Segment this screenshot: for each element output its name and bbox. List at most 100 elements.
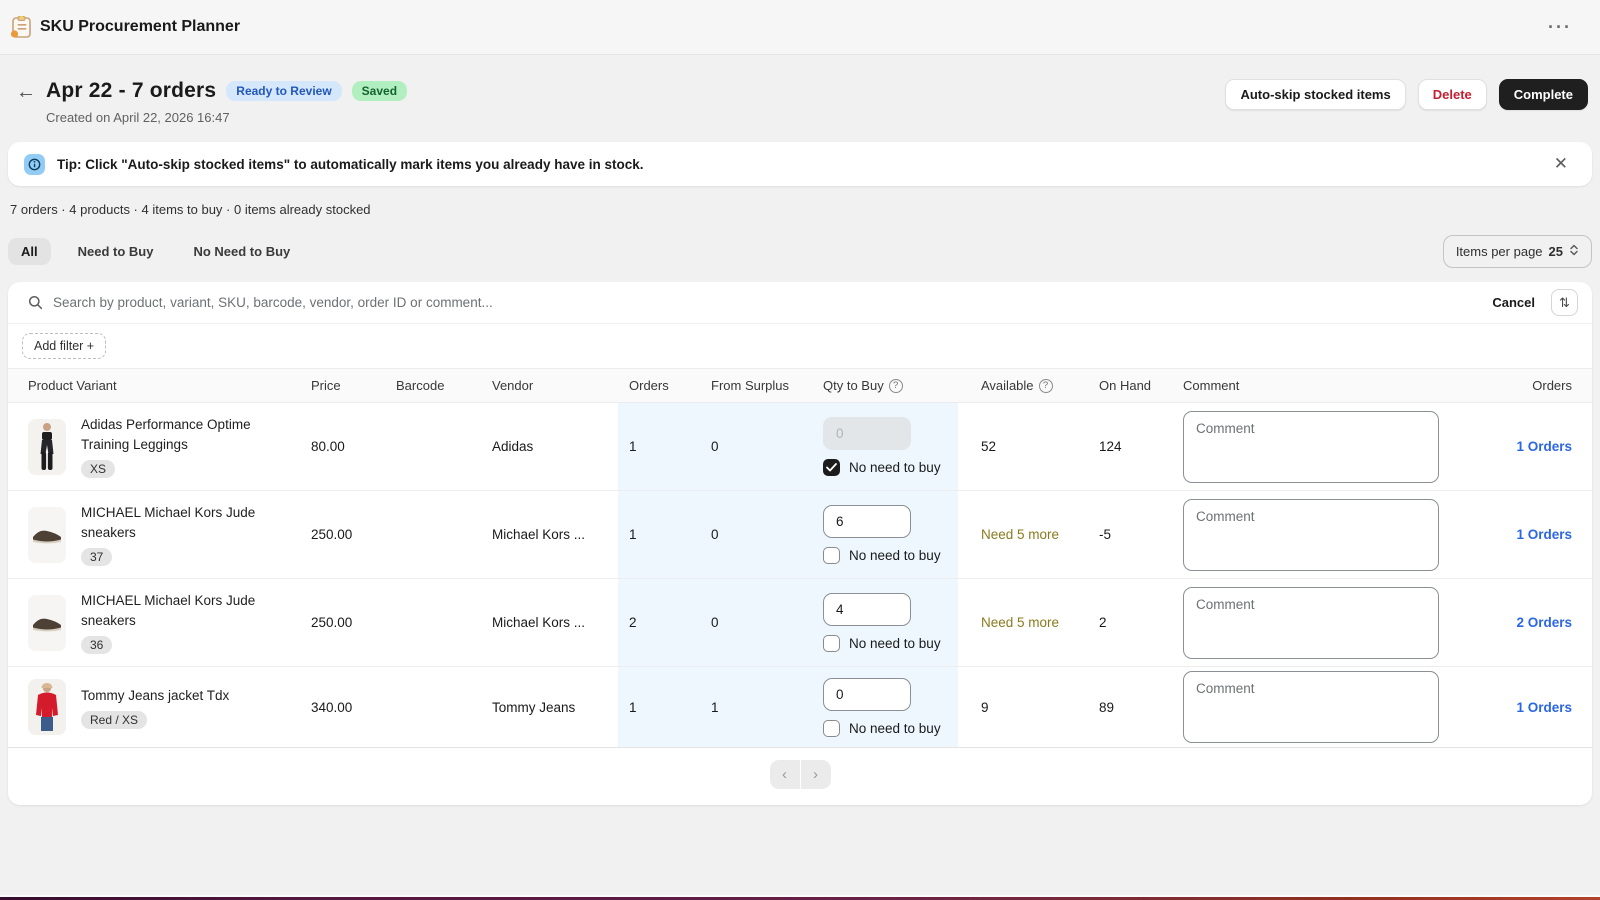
created-on-subtitle: Created on April 22, 2026 16:47 [46,110,230,125]
sort-button[interactable]: ⇅ [1551,289,1578,316]
from-surplus-cell: 0 [698,491,816,579]
pagination: ‹ › [8,748,1592,805]
no-need-to-buy-checkbox[interactable] [823,635,840,653]
available-cell: 9 [981,699,989,715]
tab-need-to-buy[interactable]: Need to Buy [77,244,154,259]
orders-link[interactable]: 1 Orders [1516,439,1572,455]
close-icon[interactable]: ✕ [1553,154,1568,173]
product-image-sneaker [28,594,66,651]
comment-input[interactable] [1183,498,1439,571]
search-input[interactable] [53,295,1485,310]
barcode-cell [396,579,492,666]
help-icon[interactable]: ? [888,378,903,393]
no-need-to-buy-checkbox[interactable] [823,719,840,737]
column-barcode: Barcode [396,378,445,393]
column-product-variant: Product Variant [28,378,117,393]
product-image-leggings [28,418,66,475]
qty-to-buy-input[interactable] [823,593,911,627]
items-per-page-label: Items per page [1455,244,1543,259]
from-surplus-cell: 0 [698,579,816,667]
vendor-cell: Adidas [492,439,534,455]
orders-cell: 1 [618,491,698,579]
status-badge: Ready to Review [226,81,342,101]
column-on-hand: On Hand [1099,378,1152,393]
from-surplus-cell: 0 [698,403,816,491]
on-hand-cell: -5 [1099,527,1112,543]
comment-input[interactable] [1183,586,1439,659]
qty-to-buy-input[interactable] [823,417,911,451]
next-page-button[interactable]: › [800,760,831,790]
no-need-to-buy-label: No need to buy [849,720,941,736]
help-icon[interactable]: ? [1038,378,1053,393]
page-body: ← Apr 22 - 7 orders Ready to Review Save… [0,79,1600,806]
orders-cell: 1 [618,403,698,491]
barcode-cell [396,403,492,490]
chevron-left-icon: ‹ [782,766,787,784]
items-per-page-select[interactable]: Items per page 25 [1442,235,1592,268]
product-title[interactable]: Tommy Jeans jacket Tdx [81,687,230,703]
price-cell: 340.00 [311,699,353,715]
app-title: SKU Procurement Planner [40,18,241,35]
product-title[interactable]: Adidas Performance Optime Training Leggi… [81,417,251,452]
no-need-to-buy-label: No need to buy [849,548,941,564]
page-title: Apr 22 - 7 orders [46,79,217,102]
no-need-to-buy-label: No need to buy [849,460,941,476]
sort-icon: ⇅ [1559,294,1570,310]
vendor-cell: Tommy Jeans [492,699,576,715]
table-row: Tommy Jeans jacket Tdx Red / XS 340.00 T… [8,667,1592,749]
orders-cell: 1 [618,667,698,748]
table-row: Adidas Performance Optime Training Leggi… [8,403,1592,492]
barcode-cell [396,667,492,747]
product-title[interactable]: MICHAEL Michael Kors Jude sneakers [81,505,256,540]
tip-text: Tip: Click "Auto-skip stocked items" to … [57,156,644,172]
app-clipboard-icon [10,15,32,39]
vendor-cell: Michael Kors ... [492,615,586,631]
no-need-to-buy-checkbox[interactable] [823,459,840,477]
tab-all[interactable]: All [8,238,51,265]
ellipsis-menu-icon[interactable]: ··· [1548,17,1572,37]
qty-to-buy-input[interactable] [823,505,911,539]
orders-link[interactable]: 1 Orders [1516,527,1572,543]
column-orders: Orders [629,378,669,393]
variant-badge: Red / XS [81,711,148,730]
orders-link[interactable]: 1 Orders [1516,699,1572,715]
product-image-jacket [28,679,66,736]
auto-skip-stocked-items-button[interactable]: Auto-skip stocked items [1225,79,1406,110]
no-need-to-buy-checkbox[interactable] [823,547,840,565]
items-per-page-value: 25 [1548,244,1563,259]
complete-button[interactable]: Complete [1498,79,1588,110]
column-from-surplus: From Surplus [711,378,790,393]
column-qty-to-buy: Qty to Buy ? [816,378,958,393]
price-cell: 250.00 [311,615,353,631]
table-header-row: Product Variant Price Barcode Vendor Ord… [8,368,1592,403]
comment-input[interactable] [1183,671,1439,744]
column-available: Available ? [958,378,1088,393]
orders-link[interactable]: 2 Orders [1516,615,1572,631]
comment-input[interactable] [1183,410,1439,483]
back-arrow-icon[interactable]: ← [16,81,36,103]
product-title[interactable]: MICHAEL Michael Kors Jude sneakers [81,593,256,628]
on-hand-cell: 89 [1099,699,1115,715]
cancel-button[interactable]: Cancel [1492,295,1535,310]
summary-stats: 7 orders · 4 products · 4 items to buy ·… [10,202,371,217]
tip-banner: Tip: Click "Auto-skip stocked items" to … [8,142,1592,186]
tab-no-need-to-buy[interactable]: No Need to Buy [193,244,291,259]
variant-badge: XS [81,460,116,479]
info-icon [24,153,45,175]
qty-to-buy-input[interactable] [823,677,911,711]
on-hand-cell: 2 [1099,615,1107,631]
no-need-to-buy-label: No need to buy [849,636,941,652]
updown-chevron-icon [1569,243,1579,260]
table-row: MICHAEL Michael Kors Jude sneakers 36 25… [8,579,1592,668]
previous-page-button[interactable]: ‹ [769,760,800,790]
price-cell: 250.00 [311,527,353,543]
product-image-sneaker [28,506,66,563]
delete-button[interactable]: Delete [1417,79,1487,110]
barcode-cell [396,491,492,578]
from-surplus-cell: 1 [698,667,816,748]
available-cell: Need 5 more [981,615,1060,631]
orders-table-card: Cancel ⇅ Add filter + Product Variant Pr… [8,282,1592,806]
price-cell: 80.00 [311,439,345,455]
add-filter-button[interactable]: Add filter + [22,333,107,359]
variant-badge: 36 [81,636,113,655]
